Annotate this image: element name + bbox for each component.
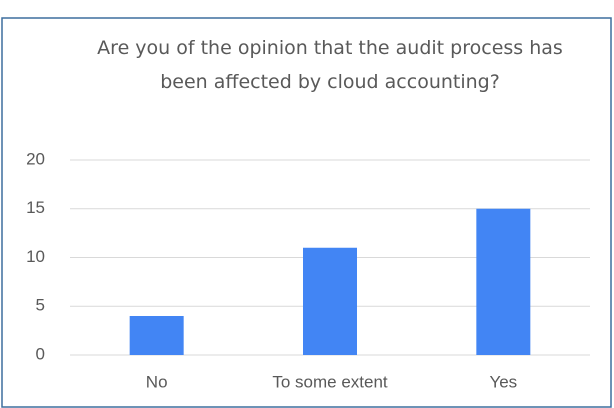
bar bbox=[476, 208, 531, 355]
x-tick-label: To some extent bbox=[272, 372, 388, 391]
y-tick-label: 15 bbox=[26, 198, 45, 217]
x-tick-label: No bbox=[146, 372, 168, 391]
bar bbox=[129, 316, 184, 355]
x-tick-label: Yes bbox=[489, 372, 517, 391]
y-tick-label: 10 bbox=[26, 247, 45, 266]
bar bbox=[303, 247, 357, 355]
chart-title: Are you of the opinion that the audit pr… bbox=[97, 37, 563, 93]
y-tick-label: 20 bbox=[26, 149, 45, 168]
y-tick-label: 5 bbox=[36, 296, 45, 315]
y-tick-label: 0 bbox=[36, 344, 45, 363]
